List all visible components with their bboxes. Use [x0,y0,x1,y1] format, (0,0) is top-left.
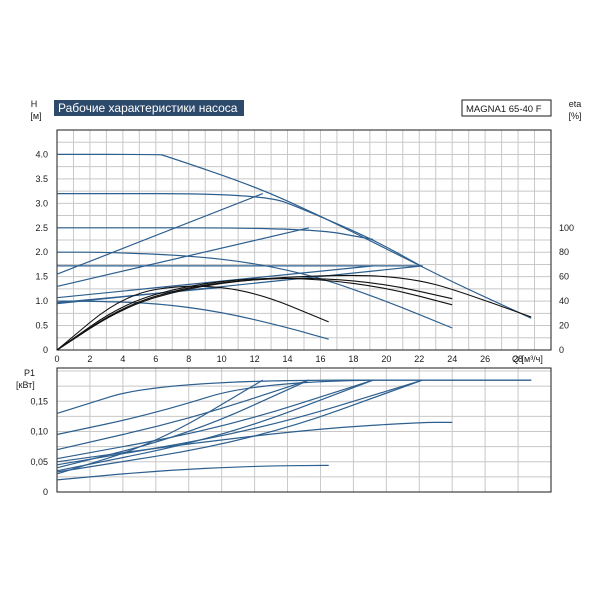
head-efficiency-plot: 0 2 4 6 8 10 12 14 16 18 20 22 24 26 2800.51.01.52.02.… [35,129,574,364]
x-tick-label: 4 [120,354,125,364]
power-curve [56,421,453,463]
title-bar [54,100,244,116]
power-curve [56,379,264,475]
y-axis-unit: [м] [30,111,41,121]
x-tick-label: 0 [54,354,59,364]
x-tick-label: 28 [513,354,523,364]
x-tick-label: 10 [217,354,227,364]
chart-title: Рабочие характеристики насоса [58,101,238,115]
y2-tick-label: 100 [559,223,574,233]
plot-frame [56,129,552,351]
y2-tick-label: 60 [559,272,569,282]
y2-axis-name: eta [569,99,582,109]
p1-tick-label: 0 [43,487,48,497]
p1-axis-unit: [кВт] [16,380,35,390]
y-tick-label: 0.5 [35,321,48,331]
p1-tick-label: 0,05 [30,457,48,467]
p1-tick-label: 0,15 [30,396,48,406]
power-curve [56,379,310,469]
y-tick-label: 1.0 [35,296,48,306]
head-curve [56,227,374,241]
head-curve [57,192,423,268]
efficiency-curve [56,277,453,351]
y-tick-label: 0 [43,345,48,355]
y2-tick-label: 0 [559,345,564,355]
y2-tick-label: 20 [559,321,569,331]
x-tick-label: 24 [447,354,457,364]
efficiency-curve [56,274,532,351]
p1-tick-label: 0,10 [30,427,48,437]
model-label: MAGNA1 65-40 F [466,104,542,115]
x-tick-label: 14 [283,354,293,364]
head-curve [56,251,453,329]
head-curve [56,227,310,287]
x-tick-label: 2 [87,354,92,364]
y-tick-label: 3.5 [35,174,48,184]
y-tick-label: 1.5 [35,272,48,282]
x-tick-label: 6 [153,354,158,364]
efficiency-curve [56,277,453,351]
model-box [461,99,552,117]
y-tick-label: 4.0 [35,149,48,159]
x-axis-label: Q [м³/ч] [512,354,543,364]
x-tick-label: 22 [414,354,424,364]
y-tick-label: 2.5 [35,223,48,233]
power-curve [56,379,423,473]
y-axis-name: H [31,99,38,109]
power-curve [56,464,329,481]
power-plot: 0 0,05 0,10 0,15 [30,367,552,497]
x-tick-label: 16 [315,354,325,364]
power-curve [56,379,532,414]
y2-axis-unit: [%] [568,111,581,121]
power-curve [56,379,374,472]
power-curve [56,379,532,436]
plot-frame [56,367,552,493]
y2-tick-label: 80 [559,247,569,257]
x-tick-label: 26 [480,354,490,364]
y2-tick-label: 40 [559,296,569,306]
x-tick-label: 12 [250,354,260,364]
power-curve [56,379,310,451]
power-curve [56,379,423,466]
efficiency-curve [56,285,329,351]
y-tick-label: 2.0 [35,247,48,257]
p1-axis-name: P1 [24,368,35,378]
x-tick-label: 20 [381,354,391,364]
x-tick-label: 18 [348,354,358,364]
x-tick-label: 8 [186,354,191,364]
head-curve [56,193,264,275]
y-tick-label: 3.0 [35,198,48,208]
head-curve [56,286,222,304]
head-curve [56,265,374,299]
